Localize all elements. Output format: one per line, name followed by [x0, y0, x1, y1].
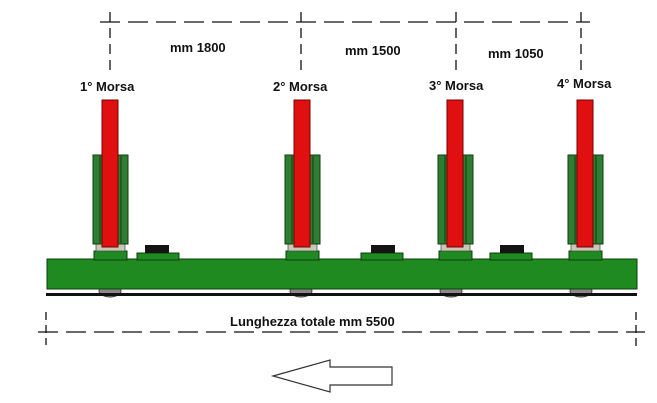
support-block — [360, 252, 404, 261]
main-beam — [46, 258, 638, 290]
support-block — [489, 252, 533, 261]
total-length-dimension-line — [38, 312, 645, 350]
spacing-label-2: mm 1500 — [345, 43, 401, 58]
clamp-4 — [567, 99, 604, 261]
clamp-label-4: 4° Morsa — [557, 76, 612, 91]
spacing-label-1: mm 1800 — [170, 40, 226, 55]
clamp-2 — [284, 99, 321, 261]
clamp-1 — [92, 99, 129, 261]
spacing-label-3: mm 1050 — [488, 46, 544, 61]
total-length-label: Lunghezza totale mm 5500 — [230, 314, 395, 329]
rail — [46, 293, 637, 296]
support-block — [136, 252, 180, 261]
black-pad — [145, 245, 169, 253]
black-pad — [500, 245, 524, 253]
intermediate-supports — [136, 245, 533, 261]
clamp-label-3: 3° Morsa — [429, 78, 484, 93]
clamp-label-2: 2° Morsa — [273, 79, 328, 94]
top-dimension-line — [100, 12, 590, 75]
clamp-label-1: 1° Morsa — [80, 79, 135, 94]
black-pad — [371, 245, 395, 253]
left-arrow-icon — [270, 359, 393, 393]
clamp-3 — [437, 99, 474, 261]
